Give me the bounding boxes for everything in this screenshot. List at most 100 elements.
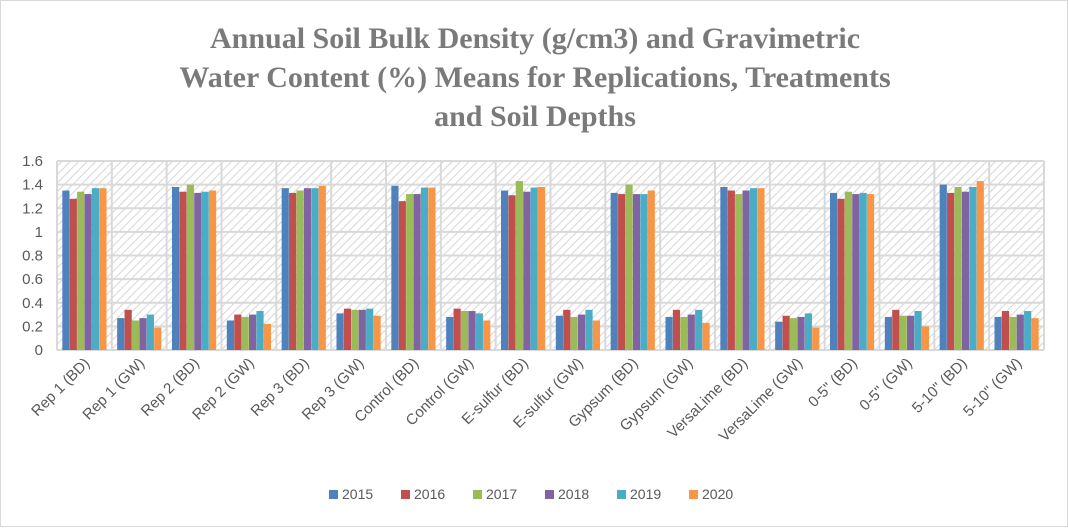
bar-2015 [281,188,289,350]
bar-2017 [77,191,85,350]
title-line: Annual Soil Bulk Density (g/cm3) and Gra… [209,22,861,55]
bar-2015 [610,192,618,350]
bar-2015 [775,321,783,350]
y-tick-label: 1 [35,224,43,241]
bar-2018 [413,194,421,350]
bar-2020 [592,320,601,350]
bar-2019 [749,188,758,350]
legend-swatch-2017 [473,490,482,499]
bar-2019 [311,188,319,350]
bar-2017 [460,311,469,350]
legend-label: 2019 [630,486,661,502]
bar-2020 [428,187,436,350]
legend-label: 2018 [558,486,589,502]
bar-2018 [742,190,750,350]
bar-2016 [398,201,406,350]
bar-2020 [812,327,820,350]
bar-2015 [555,315,564,350]
legend-swatch-2020 [689,490,698,499]
bar-2015 [994,316,1002,350]
bar-2020 [154,327,162,350]
bar-2015 [336,313,344,350]
bar-2020 [647,190,655,350]
bar-2019 [1024,311,1032,350]
bar-2018 [303,188,312,350]
bar-2015 [665,316,673,350]
bar-2017 [570,316,578,350]
bar-2019 [530,187,538,350]
legend-swatch-2016 [401,490,410,499]
bar-2019 [859,192,867,350]
x-tick-label: 0-5" (BD) [805,355,861,411]
bar-2016 [837,198,845,350]
bar-2017 [351,309,359,350]
bar-2018 [1016,314,1024,350]
x-tick-label: 0-5" (GW) [856,355,915,414]
bar-2019 [366,308,374,350]
bar-2020 [373,315,381,350]
bar-2016 [289,192,297,350]
bar-2017 [515,181,523,350]
bar-2019 [146,314,154,350]
bar-2020 [99,188,107,350]
title-line: Water Content (%) Means for Replications… [179,61,891,94]
legend-swatch-2019 [617,490,626,499]
bar-2016 [343,308,352,350]
bar-2016 [453,308,461,350]
bar-2016 [1001,311,1010,350]
bar-2018 [468,311,476,350]
bar-2017 [954,186,962,350]
bar-2020 [483,320,491,350]
bar-2018 [84,194,92,350]
bar-2018 [139,318,147,350]
bar-2019 [420,187,429,350]
bar-2020 [866,194,875,350]
bar-2017 [406,194,414,350]
bar-2018 [687,314,695,350]
bar-2019 [695,309,703,350]
bar-2019 [91,188,100,350]
bar-2017 [296,190,304,350]
y-tick-label: 0.4 [22,295,43,312]
bar-2017 [844,191,852,350]
bar-2017 [186,184,194,350]
bar-2016 [234,314,242,350]
bar-2015 [500,190,509,350]
y-tick-label: 0.2 [22,318,43,335]
legend-swatch-2018 [545,490,554,499]
bar-2020 [921,326,930,350]
legend-label: 2020 [702,486,733,502]
bar-2017 [625,184,633,350]
legend-label: 2015 [342,486,373,502]
bar-2017 [680,316,688,350]
bar-2018 [523,191,531,350]
bar-2015 [62,190,70,350]
bar-2017 [735,194,743,350]
chart-title: Annual Soil Bulk Density (g/cm3) and Gra… [1,19,1068,136]
bar-2019 [640,194,648,350]
bar-2020 [1031,318,1039,350]
bar-2015 [939,184,947,350]
bar-2015 [171,186,180,350]
title-line: and Soil Depths [434,100,636,133]
bar-2016 [892,309,900,350]
y-tick-label: 0.8 [22,248,43,265]
bar-2017 [789,318,798,350]
bar-2016 [947,192,955,350]
bar-2020 [537,186,546,350]
bar-2019 [475,313,483,350]
bar-2020 [702,322,710,350]
bar-2020 [263,324,272,350]
bar-2019 [804,313,812,350]
bar-2019 [914,311,922,350]
y-tick-label: 1.4 [22,177,43,194]
bar-2017 [241,316,249,350]
bar-2015 [829,192,838,350]
bar-2020 [757,188,765,350]
bar-2015 [884,316,893,350]
bar-2016 [508,195,516,350]
bar-2017 [131,320,140,350]
bar-2019 [585,309,593,350]
